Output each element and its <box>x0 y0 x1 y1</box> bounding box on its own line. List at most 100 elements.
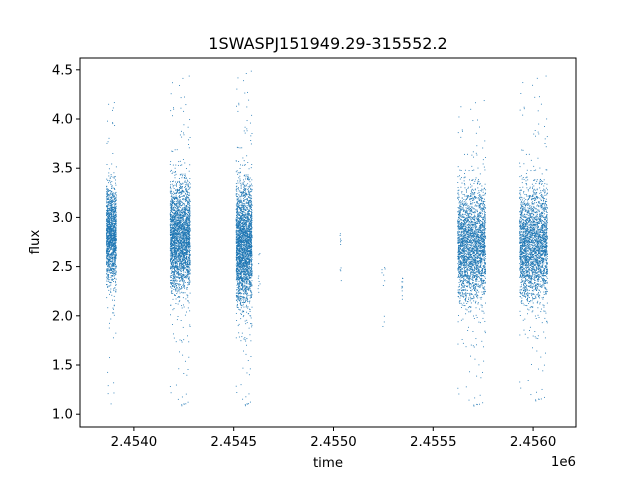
scatter-point <box>170 235 171 237</box>
scatter-point <box>188 181 190 183</box>
scatter-point <box>108 276 110 278</box>
scatter-point <box>179 351 180 353</box>
scatter-point <box>106 220 108 222</box>
scatter-point <box>180 258 182 260</box>
scatter-point <box>110 230 112 232</box>
scatter-point <box>237 237 239 239</box>
scatter-point <box>250 294 252 296</box>
scatter-point <box>240 224 242 226</box>
scatter-point <box>115 217 117 219</box>
scatter-point <box>107 208 109 210</box>
scatter-point <box>179 254 181 256</box>
scatter-point <box>185 191 187 193</box>
scatter-point <box>186 288 188 290</box>
scatter-point <box>178 234 180 236</box>
scatter-point <box>179 252 181 254</box>
scatter-point <box>245 264 247 266</box>
scatter-point <box>111 187 112 189</box>
scatter-point <box>175 256 177 258</box>
scatter-point <box>115 210 116 212</box>
scatter-point <box>106 205 108 206</box>
scatter-point <box>180 192 182 193</box>
scatter-point <box>176 276 178 278</box>
scatter-point <box>188 263 190 265</box>
scatter-point <box>174 226 176 227</box>
scatter-point <box>174 289 176 291</box>
scatter-point <box>172 241 174 243</box>
scatter-point <box>184 277 185 278</box>
scatter-point <box>110 254 112 256</box>
scatter-point <box>109 246 111 248</box>
scatter-point <box>170 229 172 231</box>
scatter-point <box>178 227 180 229</box>
scatter-point <box>112 248 114 250</box>
scatter-point <box>183 286 185 288</box>
scatter-point <box>175 242 177 244</box>
scatter-point <box>175 243 177 245</box>
scatter-point <box>115 270 117 272</box>
scatter-point <box>173 206 175 208</box>
scatter-point <box>111 270 113 272</box>
scatter-point <box>182 233 184 235</box>
scatter-point <box>175 290 177 292</box>
scatter-point <box>177 243 179 245</box>
scatter-point <box>181 183 182 185</box>
scatter-point <box>188 244 190 246</box>
scatter-point <box>182 191 184 193</box>
scatter-point <box>173 230 175 232</box>
scatter-point <box>110 224 112 226</box>
scatter-point <box>237 208 238 209</box>
scatter-point <box>170 219 172 221</box>
scatter-point <box>175 229 177 231</box>
scatter-point <box>175 225 177 227</box>
scatter-point <box>110 237 112 239</box>
scatter-point <box>184 255 186 256</box>
scatter-point <box>236 199 238 201</box>
scatter-point <box>113 304 115 306</box>
scatter-point <box>111 219 113 221</box>
scatter-point <box>169 213 171 215</box>
scatter-point <box>178 192 180 194</box>
scatter-point <box>172 231 174 233</box>
scatter-point <box>174 177 176 179</box>
scatter-point <box>177 225 178 227</box>
scatter-point <box>186 232 188 234</box>
scatter-point <box>105 200 107 202</box>
scatter-point <box>112 299 113 301</box>
scatter-point <box>179 245 181 247</box>
scatter-point <box>171 252 173 254</box>
scatter-point <box>109 245 111 246</box>
scatter-point <box>187 238 189 239</box>
scatter-point <box>113 268 115 270</box>
scatter-point <box>174 222 176 224</box>
scatter-point <box>183 262 185 263</box>
scatter-point <box>113 214 115 216</box>
scatter-point <box>174 214 175 216</box>
scatter-point <box>242 304 244 306</box>
scatter-point <box>107 222 109 224</box>
scatter-point <box>174 237 176 239</box>
scatter-point <box>110 268 111 270</box>
scatter-point <box>184 231 186 233</box>
scatter-point <box>113 203 115 205</box>
scatter-point <box>177 245 179 247</box>
scatter-point <box>175 234 177 236</box>
scatter-point <box>113 239 115 241</box>
scatter-point <box>171 264 172 266</box>
scatter-point <box>179 221 181 223</box>
scatter-point <box>186 250 188 252</box>
scatter-point <box>250 282 252 284</box>
scatter-point <box>112 237 114 239</box>
scatter-point <box>179 192 181 194</box>
scatter-point <box>170 93 172 95</box>
scatter-point <box>115 272 117 273</box>
scatter-point <box>175 171 176 173</box>
scatter-point <box>170 259 171 261</box>
scatter-point <box>109 234 111 236</box>
scatter-point <box>113 247 115 249</box>
scatter-point <box>182 264 183 266</box>
scatter-point <box>246 304 247 306</box>
scatter-point <box>115 233 117 235</box>
scatter-point <box>174 249 176 250</box>
scatter-point <box>106 189 108 190</box>
